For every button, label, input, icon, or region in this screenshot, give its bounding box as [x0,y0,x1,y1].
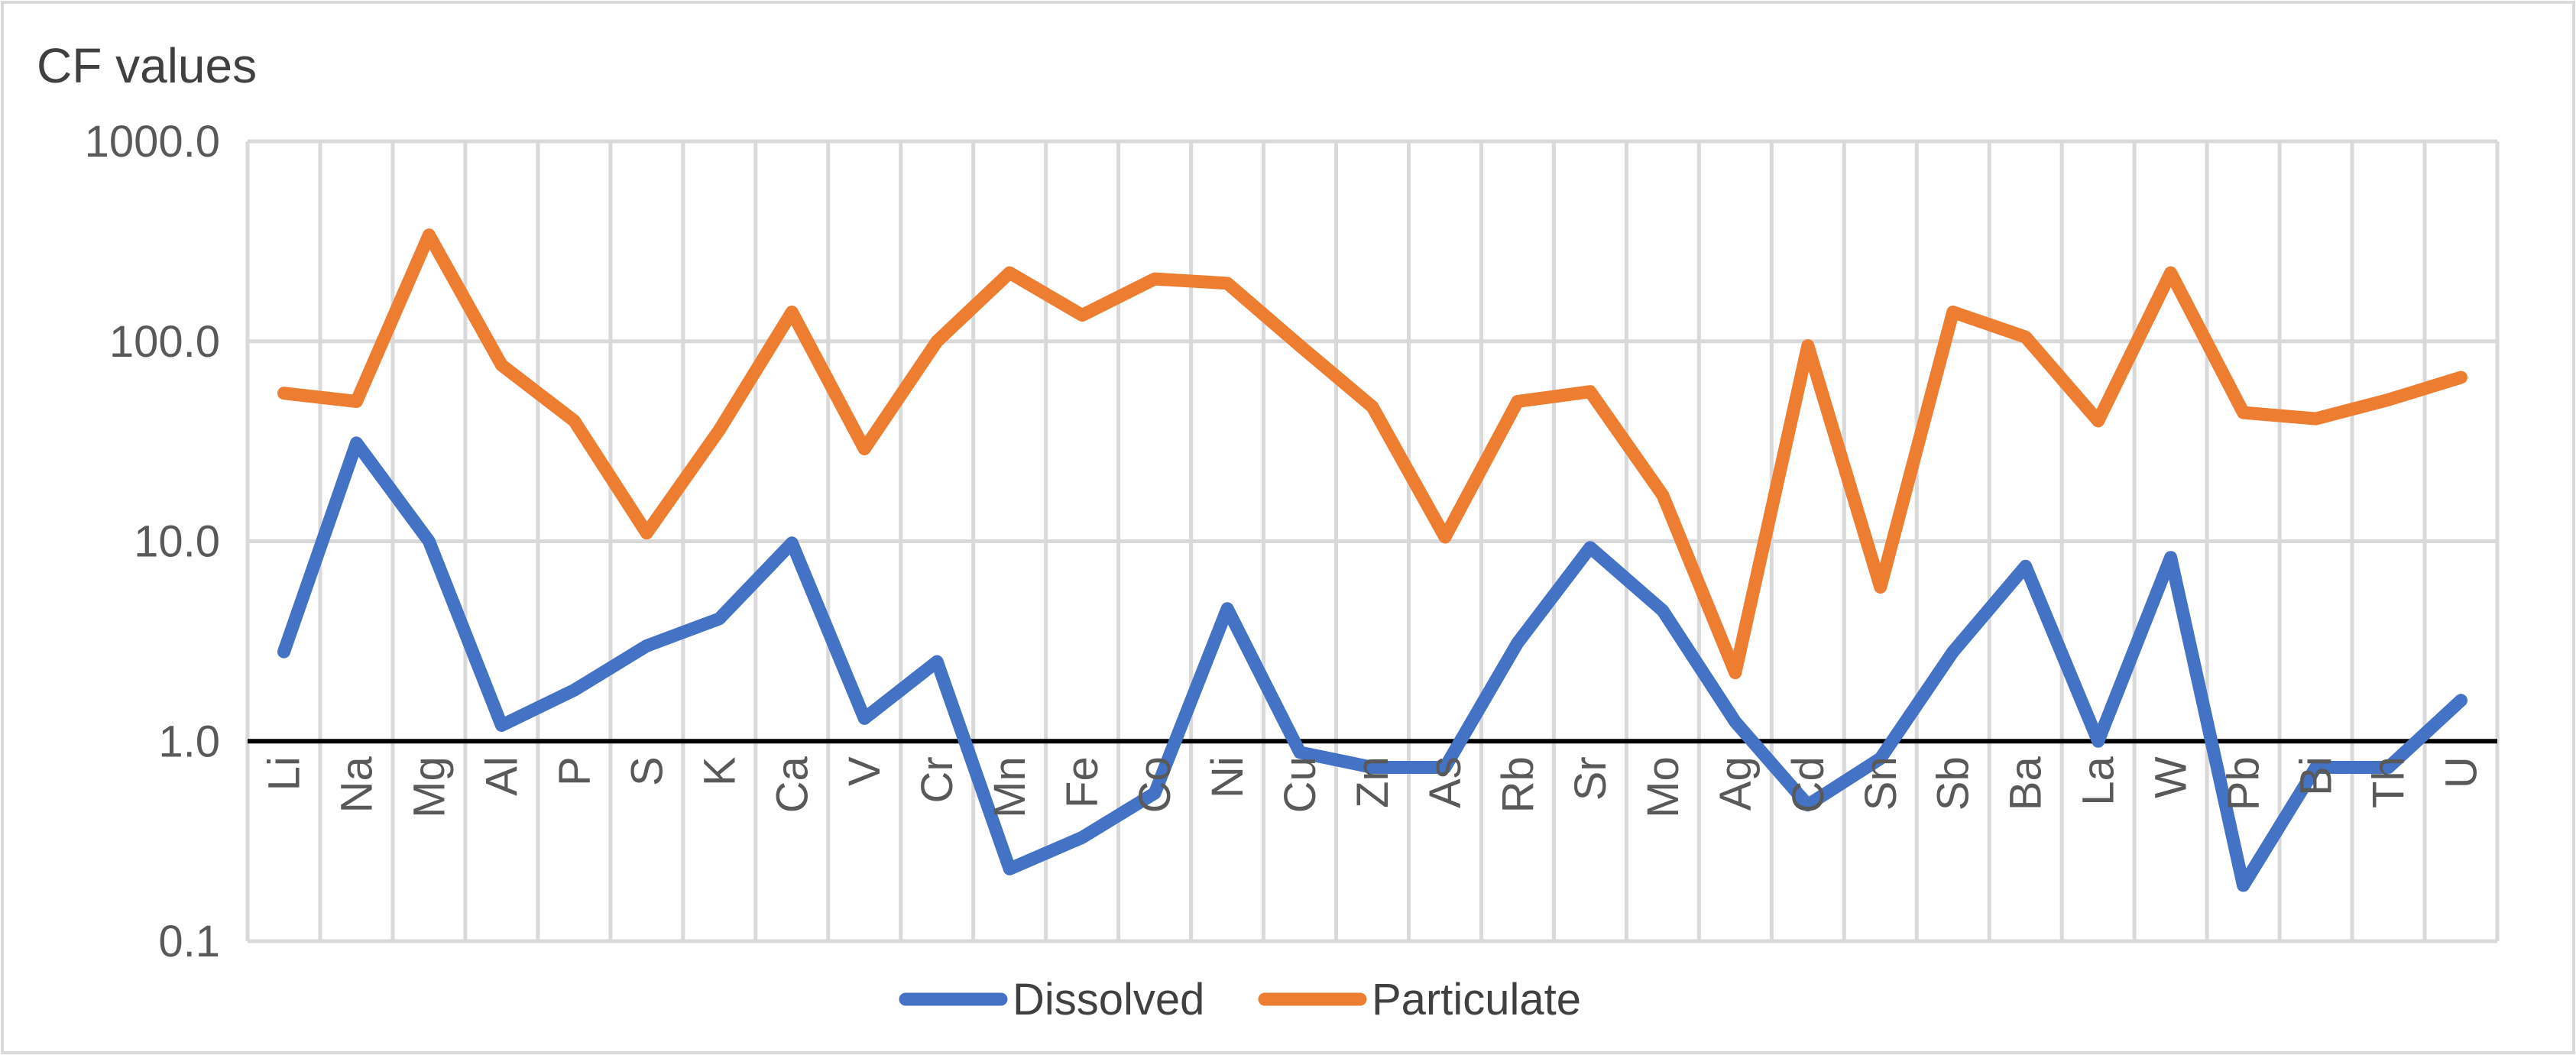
y-tick-label: 0.1 [158,917,220,966]
y-tick-label: 10.0 [134,517,220,567]
x-tick-label-al: Al [477,756,527,796]
x-tick-label-li: Li [259,756,309,791]
x-tick-label-ca: Ca [767,756,817,814]
x-tick-label-ag: Ag [1711,756,1761,811]
x-tick-label-co: Co [1130,756,1180,813]
x-tick-label-zn: Zn [1348,756,1398,808]
x-tick-label-p: P [549,756,599,786]
x-tick-label-s: S [622,756,672,786]
x-tick-label-u: U [2437,756,2487,788]
x-tick-label-th: Th [2364,756,2414,808]
x-tick-label-mn: Mn [985,756,1035,818]
x-tick-label-rb: Rb [1493,756,1543,813]
x-tick-label-v: V [840,756,889,786]
x-tick-label-sn: Sn [1856,756,1906,811]
x-tick-label-ba: Ba [2001,756,2051,811]
legend: Dissolved Particulate [899,975,1581,1024]
y-axis-label: CF values [37,38,257,93]
x-tick-label-mg: Mg [404,756,454,818]
x-tick-label-fe: Fe [1058,756,1107,808]
x-tick-label-bi: Bi [2292,756,2341,796]
x-tick-label-cd: Cd [1784,756,1833,813]
series-line-particulate [277,228,2467,680]
x-tick-label-as: As [1421,756,1470,808]
x-tick-label-na: Na [332,756,381,814]
y-tick-label: 1000.0 [85,117,220,167]
x-tick-label-w: W [2147,756,2196,798]
x-tick-label-sb: Sb [1929,756,1978,811]
y-tick-label: 1.0 [158,717,220,766]
series-line-dissolved [277,436,2467,892]
x-tick-label-la: La [2074,756,2124,806]
legend-label-particulate: Particulate [1372,975,1581,1024]
x-tick-label-cr: Cr [912,756,962,803]
y-tick-label: 100.0 [109,317,220,367]
x-tick-label-mo: Mo [1638,756,1688,818]
x-tick-label-pb: Pb [2219,756,2269,811]
x-tick-label-ni: Ni [1203,756,1252,798]
x-tick-label-k: K [695,756,744,786]
x-tick-label-cu: Cu [1275,756,1325,813]
x-tick-label-sr: Sr [1566,756,1615,801]
legend-label-dissolved: Dissolved [1013,975,1204,1024]
